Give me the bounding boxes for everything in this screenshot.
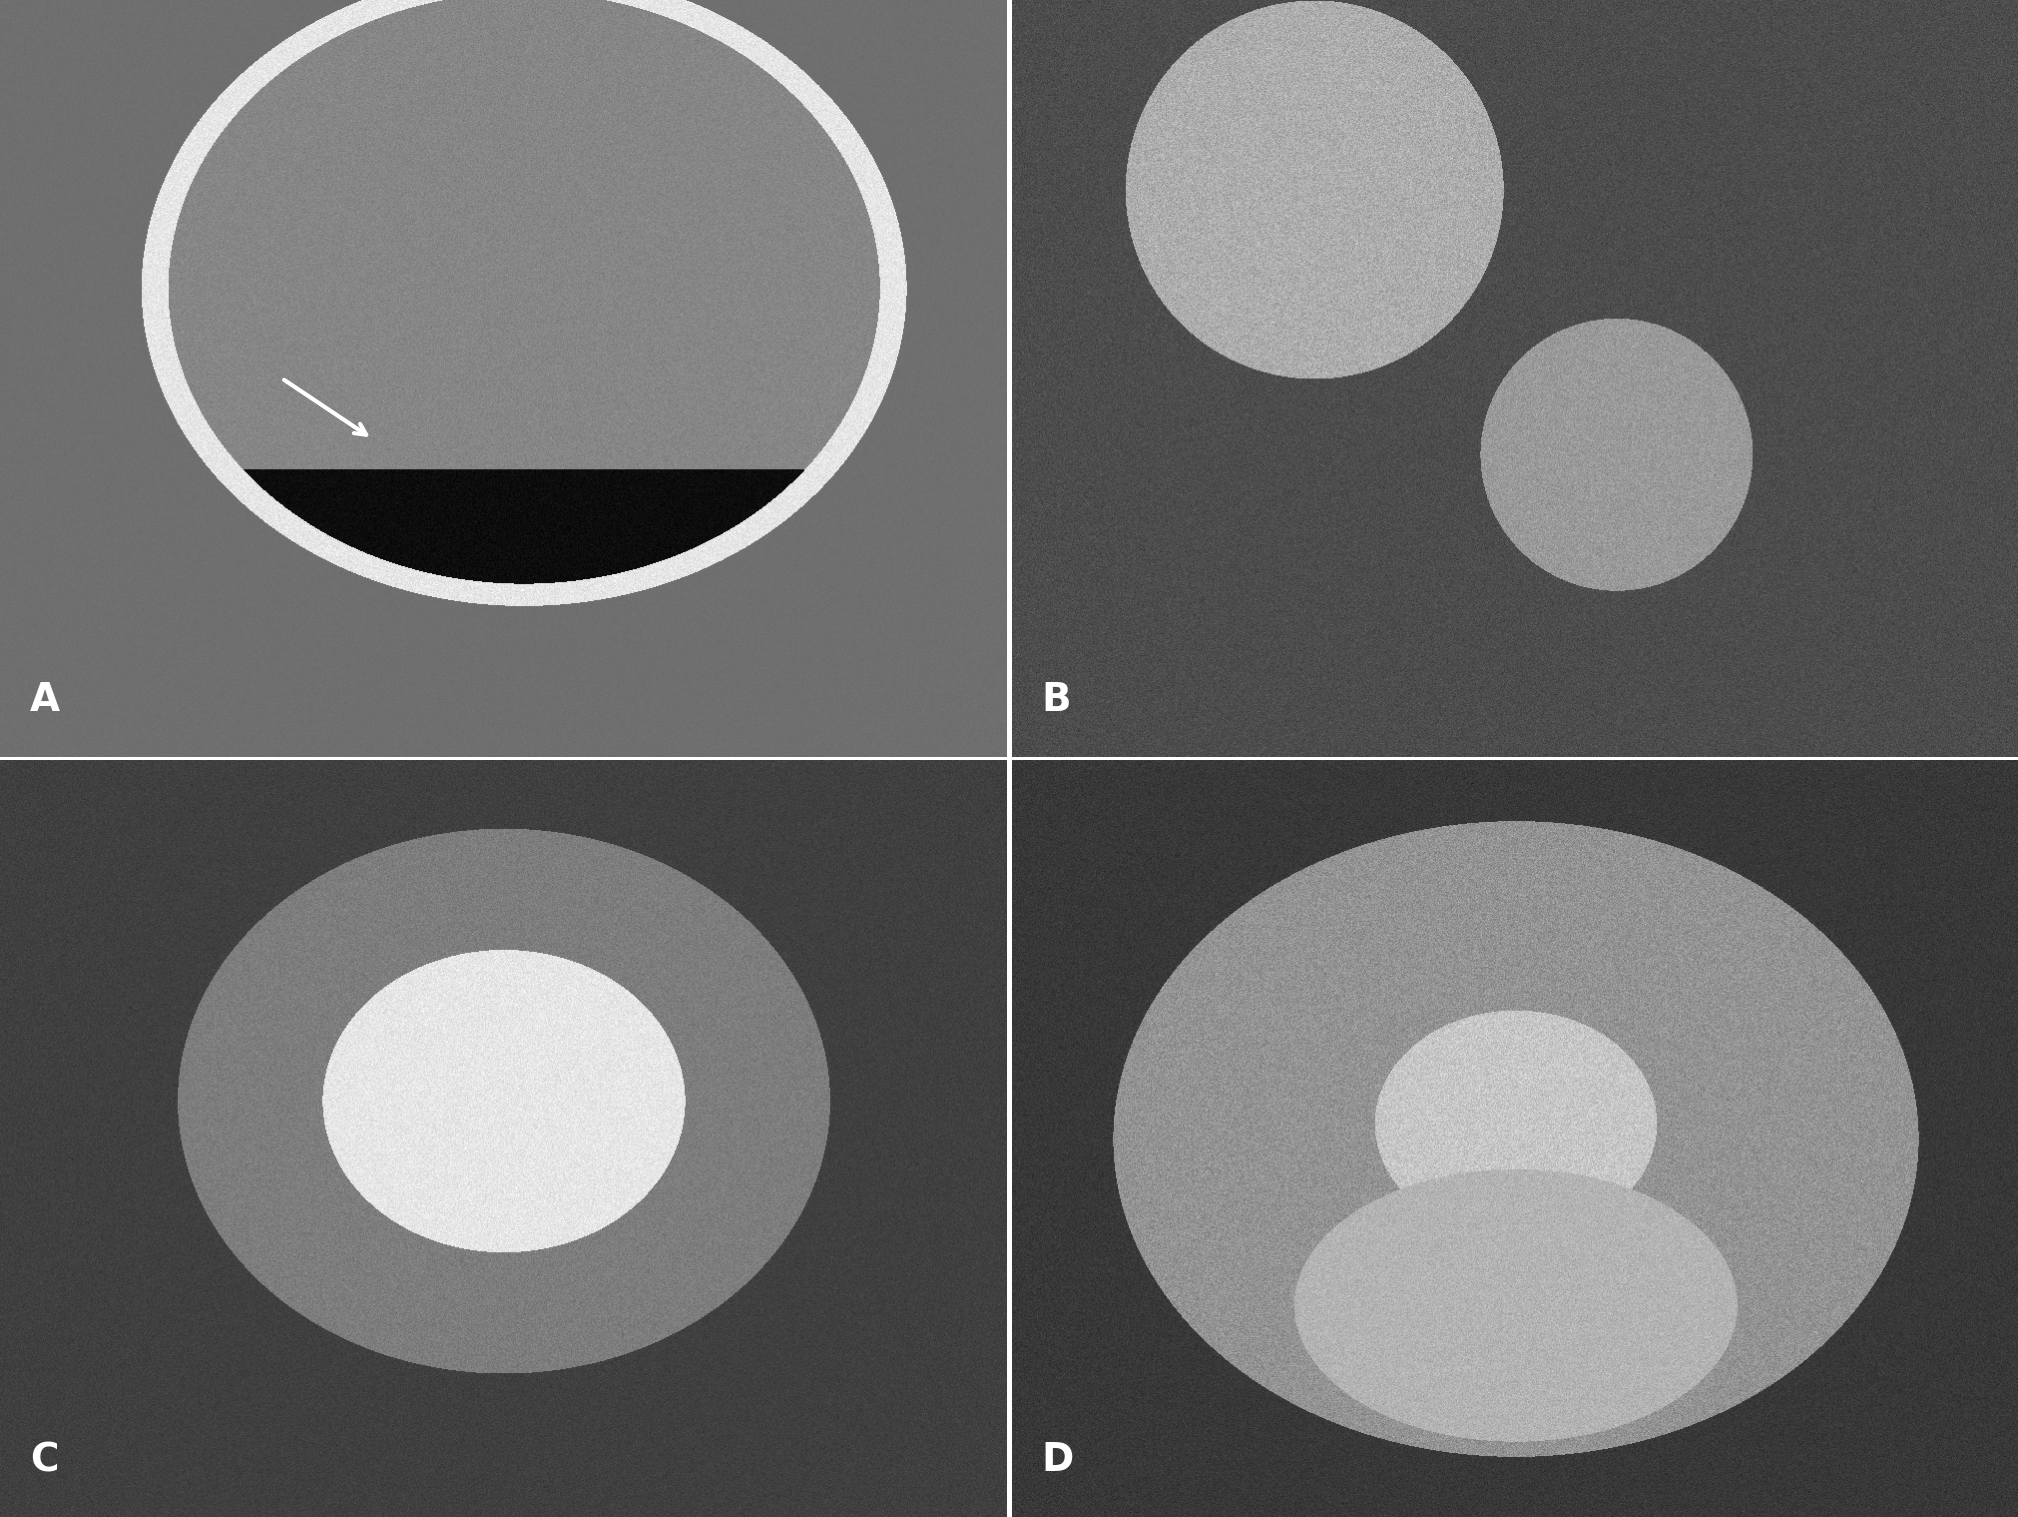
Text: C: C [30,1441,59,1479]
Text: B: B [1041,681,1072,719]
Text: A: A [30,681,61,719]
Text: D: D [1041,1441,1074,1479]
